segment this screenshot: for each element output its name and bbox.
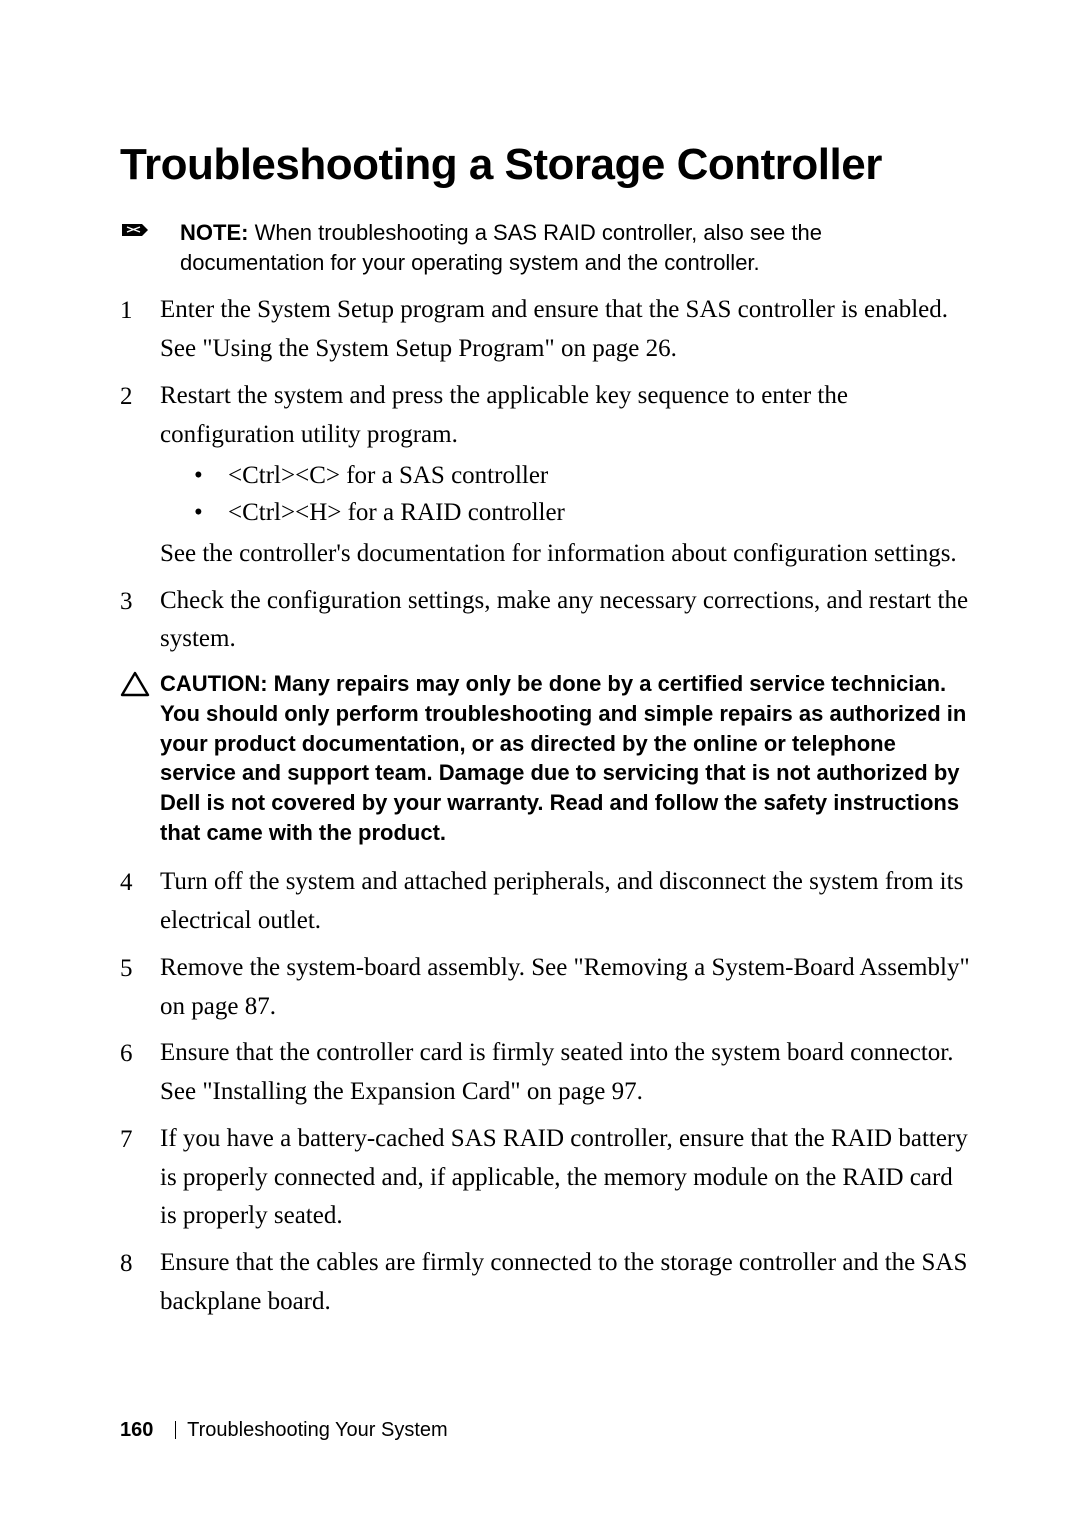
step-body: Ensure that the cables are firmly connec… — [160, 1244, 970, 1322]
section-heading: Troubleshooting a Storage Controller — [120, 140, 970, 190]
bullet-text: <Ctrl><H> for a RAID controller — [228, 495, 565, 531]
step-item: 2 Restart the system and press the appli… — [120, 377, 970, 574]
bullet-item: •<Ctrl><H> for a RAID controller — [190, 495, 970, 531]
step-body: Remove the system-board assembly. See "R… — [160, 949, 970, 1027]
sub-bullets: •<Ctrl><C> for a SAS controller •<Ctrl><… — [190, 458, 970, 531]
step-item: 8 Ensure that the cables are firmly conn… — [120, 1244, 970, 1322]
caution-text: CAUTION: Many repairs may only be done b… — [160, 669, 970, 847]
caution-body: Many repairs may only be done by a certi… — [160, 671, 966, 844]
step-item: 3 Check the configuration settings, make… — [120, 582, 970, 660]
step-number: 3 — [120, 582, 160, 622]
step-body: Turn off the system and attached periphe… — [160, 863, 970, 941]
step-body: Enter the System Setup program and ensur… — [160, 291, 970, 369]
caution-block: CAUTION: Many repairs may only be done b… — [120, 669, 970, 847]
caution-label: CAUTION: — [160, 671, 268, 696]
step-number: 7 — [120, 1120, 160, 1160]
caution-icon — [120, 669, 160, 702]
note-text: NOTE: When troubleshooting a SAS RAID co… — [180, 218, 970, 277]
step-number: 2 — [120, 377, 160, 417]
step-body: Restart the system and press the applica… — [160, 377, 970, 574]
step-number: 5 — [120, 949, 160, 989]
bullet-dot: • — [190, 458, 228, 494]
step-number: 1 — [120, 291, 160, 331]
step-item: 7 If you have a battery-cached SAS RAID … — [120, 1120, 970, 1236]
footer-separator — [175, 1421, 176, 1439]
step-number: 8 — [120, 1244, 160, 1284]
bullet-item: •<Ctrl><C> for a SAS controller — [190, 458, 970, 494]
page-number: 160 — [120, 1419, 153, 1441]
note-label: NOTE: — [180, 220, 248, 245]
step-item: 1 Enter the System Setup program and ens… — [120, 291, 970, 369]
step-number: 4 — [120, 863, 160, 903]
steps-list-2: 4 Turn off the system and attached perip… — [120, 863, 970, 1321]
step-body: Check the configuration settings, make a… — [160, 582, 970, 660]
note-icon — [120, 218, 180, 247]
note-block: NOTE: When troubleshooting a SAS RAID co… — [120, 218, 970, 277]
step-text: Restart the system and press the applica… — [160, 382, 848, 448]
step-item: 4 Turn off the system and attached perip… — [120, 863, 970, 941]
bullet-text: <Ctrl><C> for a SAS controller — [228, 458, 548, 494]
steps-list-1: 1 Enter the System Setup program and ens… — [120, 291, 970, 659]
page-footer: 160 Troubleshooting Your System — [120, 1419, 448, 1442]
note-body: When troubleshooting a SAS RAID controll… — [180, 220, 822, 275]
step-item: 5 Remove the system-board assembly. See … — [120, 949, 970, 1027]
footer-section: Troubleshooting Your System — [187, 1419, 448, 1441]
step-tail: See the controller's documentation for i… — [160, 540, 957, 567]
step-body: If you have a battery-cached SAS RAID co… — [160, 1120, 970, 1236]
step-item: 6 Ensure that the controller card is fir… — [120, 1034, 970, 1112]
step-body: Ensure that the controller card is firml… — [160, 1034, 970, 1112]
step-number: 6 — [120, 1034, 160, 1074]
bullet-dot: • — [190, 495, 228, 531]
